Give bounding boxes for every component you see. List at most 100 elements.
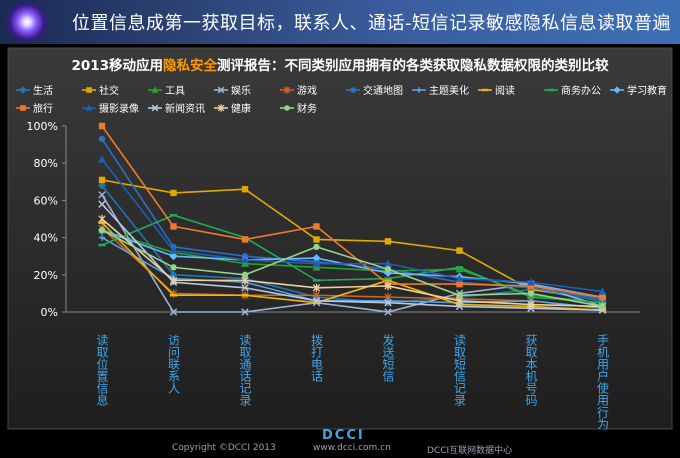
legend-item: 新闻资讯 <box>148 102 205 115</box>
legend-item: 财务 <box>280 102 317 115</box>
data-point <box>455 302 464 311</box>
data-point <box>169 294 178 297</box>
legend-label: 生活 <box>33 84 53 97</box>
plot-area <box>98 122 607 316</box>
data-point <box>241 271 249 278</box>
legend-label: 学习教育 <box>627 84 667 97</box>
data-point <box>170 189 177 197</box>
legend-item: 学习教育 <box>610 84 667 97</box>
data-point <box>598 287 607 295</box>
data-point <box>527 300 535 309</box>
series-line <box>101 125 603 298</box>
legend-label: 游戏 <box>297 84 317 97</box>
legend-item: 交通地图 <box>346 84 403 97</box>
x-tick-label: 获取本机号码 <box>524 334 538 406</box>
axes <box>65 126 640 313</box>
legend-marker <box>151 104 159 112</box>
legend-item: 工具 <box>148 85 185 97</box>
legend-item: 阅读 <box>478 84 515 97</box>
series-line <box>101 158 603 293</box>
x-ticks: 读取位置信息 访问联系人 读取通话记录 拨打电话 发送短信 读取短信记录 获取本机号码 手机用… <box>95 333 610 430</box>
legend-label: 工具 <box>165 85 185 97</box>
legend-label: 娱乐 <box>231 84 251 97</box>
series-line <box>101 229 603 308</box>
chart-title-highlight: 隐私安全 <box>163 57 217 74</box>
data-point <box>527 295 535 299</box>
series-line <box>101 229 603 304</box>
y-tick-label: 60% <box>34 194 58 207</box>
data-point <box>312 297 321 305</box>
data-point <box>312 283 321 293</box>
legend-label: 阅读 <box>495 84 515 97</box>
series-line <box>101 218 603 308</box>
y-tick-label: 100% <box>27 120 58 133</box>
legend-label: 商务办公 <box>561 84 601 97</box>
data-point <box>455 266 464 269</box>
data-point <box>384 266 392 273</box>
legend-label: 健康 <box>231 102 251 115</box>
data-point <box>527 290 535 297</box>
data-point <box>98 122 106 130</box>
data-point <box>98 181 106 190</box>
legend-marker <box>547 88 555 92</box>
data-point <box>169 246 178 254</box>
legend-item: 摄影录像 <box>82 102 139 115</box>
x-tick-label: 手机用户使用行为 <box>596 334 610 430</box>
y-tick-label: 20% <box>34 269 58 282</box>
data-point <box>98 176 106 184</box>
legend-label: 交通地图 <box>363 84 403 97</box>
legend-marker <box>350 87 356 93</box>
legend-marker <box>86 87 92 93</box>
data-point <box>527 282 535 290</box>
data-point <box>384 281 392 291</box>
data-point <box>98 135 106 143</box>
data-point <box>313 223 320 230</box>
y-ticks: 0% 20% 40% 60% 80% 100% <box>27 120 66 319</box>
x-tick-label: 读取通话记录 <box>238 334 252 406</box>
data-point <box>241 294 249 297</box>
legend-item: 生活 <box>16 84 53 97</box>
data-point <box>98 214 106 224</box>
legend-marker <box>284 105 290 111</box>
legend-item: 旅行 <box>16 102 53 115</box>
data-point <box>527 278 535 286</box>
footer-url: www.dcci.com.cn <box>313 443 391 453</box>
legend-marker <box>85 104 93 111</box>
data-point <box>170 264 177 271</box>
data-point <box>241 284 249 292</box>
data-point <box>384 308 392 316</box>
series-line-group <box>98 155 607 295</box>
data-point <box>98 243 106 247</box>
y-tick-label: 80% <box>34 157 58 170</box>
data-point <box>455 265 464 273</box>
chart-panel <box>7 47 673 430</box>
data-point <box>169 214 178 217</box>
data-point <box>312 279 321 282</box>
data-point <box>169 308 178 316</box>
data-point <box>98 191 106 199</box>
series-line <box>101 236 603 310</box>
data-point <box>313 243 320 251</box>
data-point <box>384 298 392 307</box>
data-point <box>384 259 392 267</box>
legend-marker <box>20 105 26 111</box>
data-point <box>599 293 606 301</box>
legend-label: 社交 <box>99 84 119 97</box>
data-point <box>313 236 320 243</box>
data-point <box>312 263 321 271</box>
header-bar: 位置信息成第一获取目标，联系人、通话-短信记录敏感隐私信息读取普遍 <box>0 0 680 44</box>
data-point <box>98 155 106 163</box>
data-point <box>241 236 249 243</box>
legend-marker <box>217 104 225 112</box>
x-tick-label: 读取位置信息 <box>95 334 109 406</box>
data-point <box>241 308 249 316</box>
legend-marker <box>19 86 27 94</box>
data-point <box>98 226 106 234</box>
data-point <box>312 301 321 304</box>
data-point <box>456 280 463 288</box>
header-title: 位置信息成第一获取目标，联系人、通话-短信记录敏感隐私信息读取普遍 <box>72 13 671 34</box>
legend-item: 娱乐 <box>214 84 251 97</box>
x-tick-label: 读取短信记录 <box>453 334 467 406</box>
series-line-group <box>98 226 606 310</box>
